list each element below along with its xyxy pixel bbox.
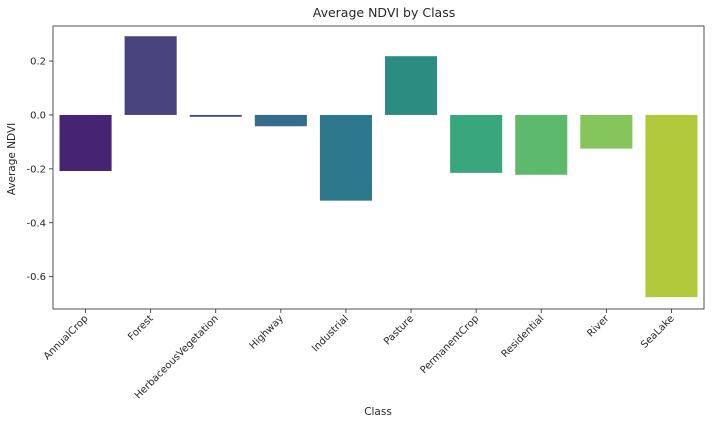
x-tick-label: SeaLake — [639, 313, 676, 350]
x-tick-label: Highway — [248, 313, 286, 351]
bar-herbaceousvegetation — [189, 114, 242, 117]
bar-sealake — [645, 114, 698, 298]
plot-frame — [52, 25, 705, 310]
bar-highway — [254, 114, 307, 127]
bar-river — [580, 114, 633, 149]
x-tick-label: Forest — [126, 313, 156, 343]
y-tick-label: -0.6 — [26, 272, 46, 283]
y-tick-label: 0.2 — [30, 57, 46, 68]
x-axis-label: Class — [364, 406, 392, 418]
bar-permanentcrop — [450, 114, 503, 173]
y-tick-label: -0.4 — [26, 218, 46, 229]
x-tick-label: PermanentCrop — [419, 313, 482, 376]
bar-industrial — [319, 114, 372, 201]
y-axis-label: Average NDVI — [6, 123, 18, 196]
y-tick-label: 0.0 — [30, 110, 46, 121]
bar-annualcrop — [59, 114, 112, 172]
x-tick-label: River — [585, 313, 612, 340]
bar-residential — [515, 114, 568, 175]
x-tick-label: Residential — [500, 313, 547, 360]
bar-forest — [124, 36, 177, 115]
y-tick-label: -0.2 — [26, 164, 46, 175]
x-tick-label: Industrial — [310, 313, 351, 354]
x-tick-label: Pasture — [382, 313, 416, 347]
bar-pasture — [385, 56, 438, 115]
chart-title: Average NDVI by Class — [313, 5, 455, 20]
x-tick-label: AnnualCrop — [42, 313, 91, 362]
